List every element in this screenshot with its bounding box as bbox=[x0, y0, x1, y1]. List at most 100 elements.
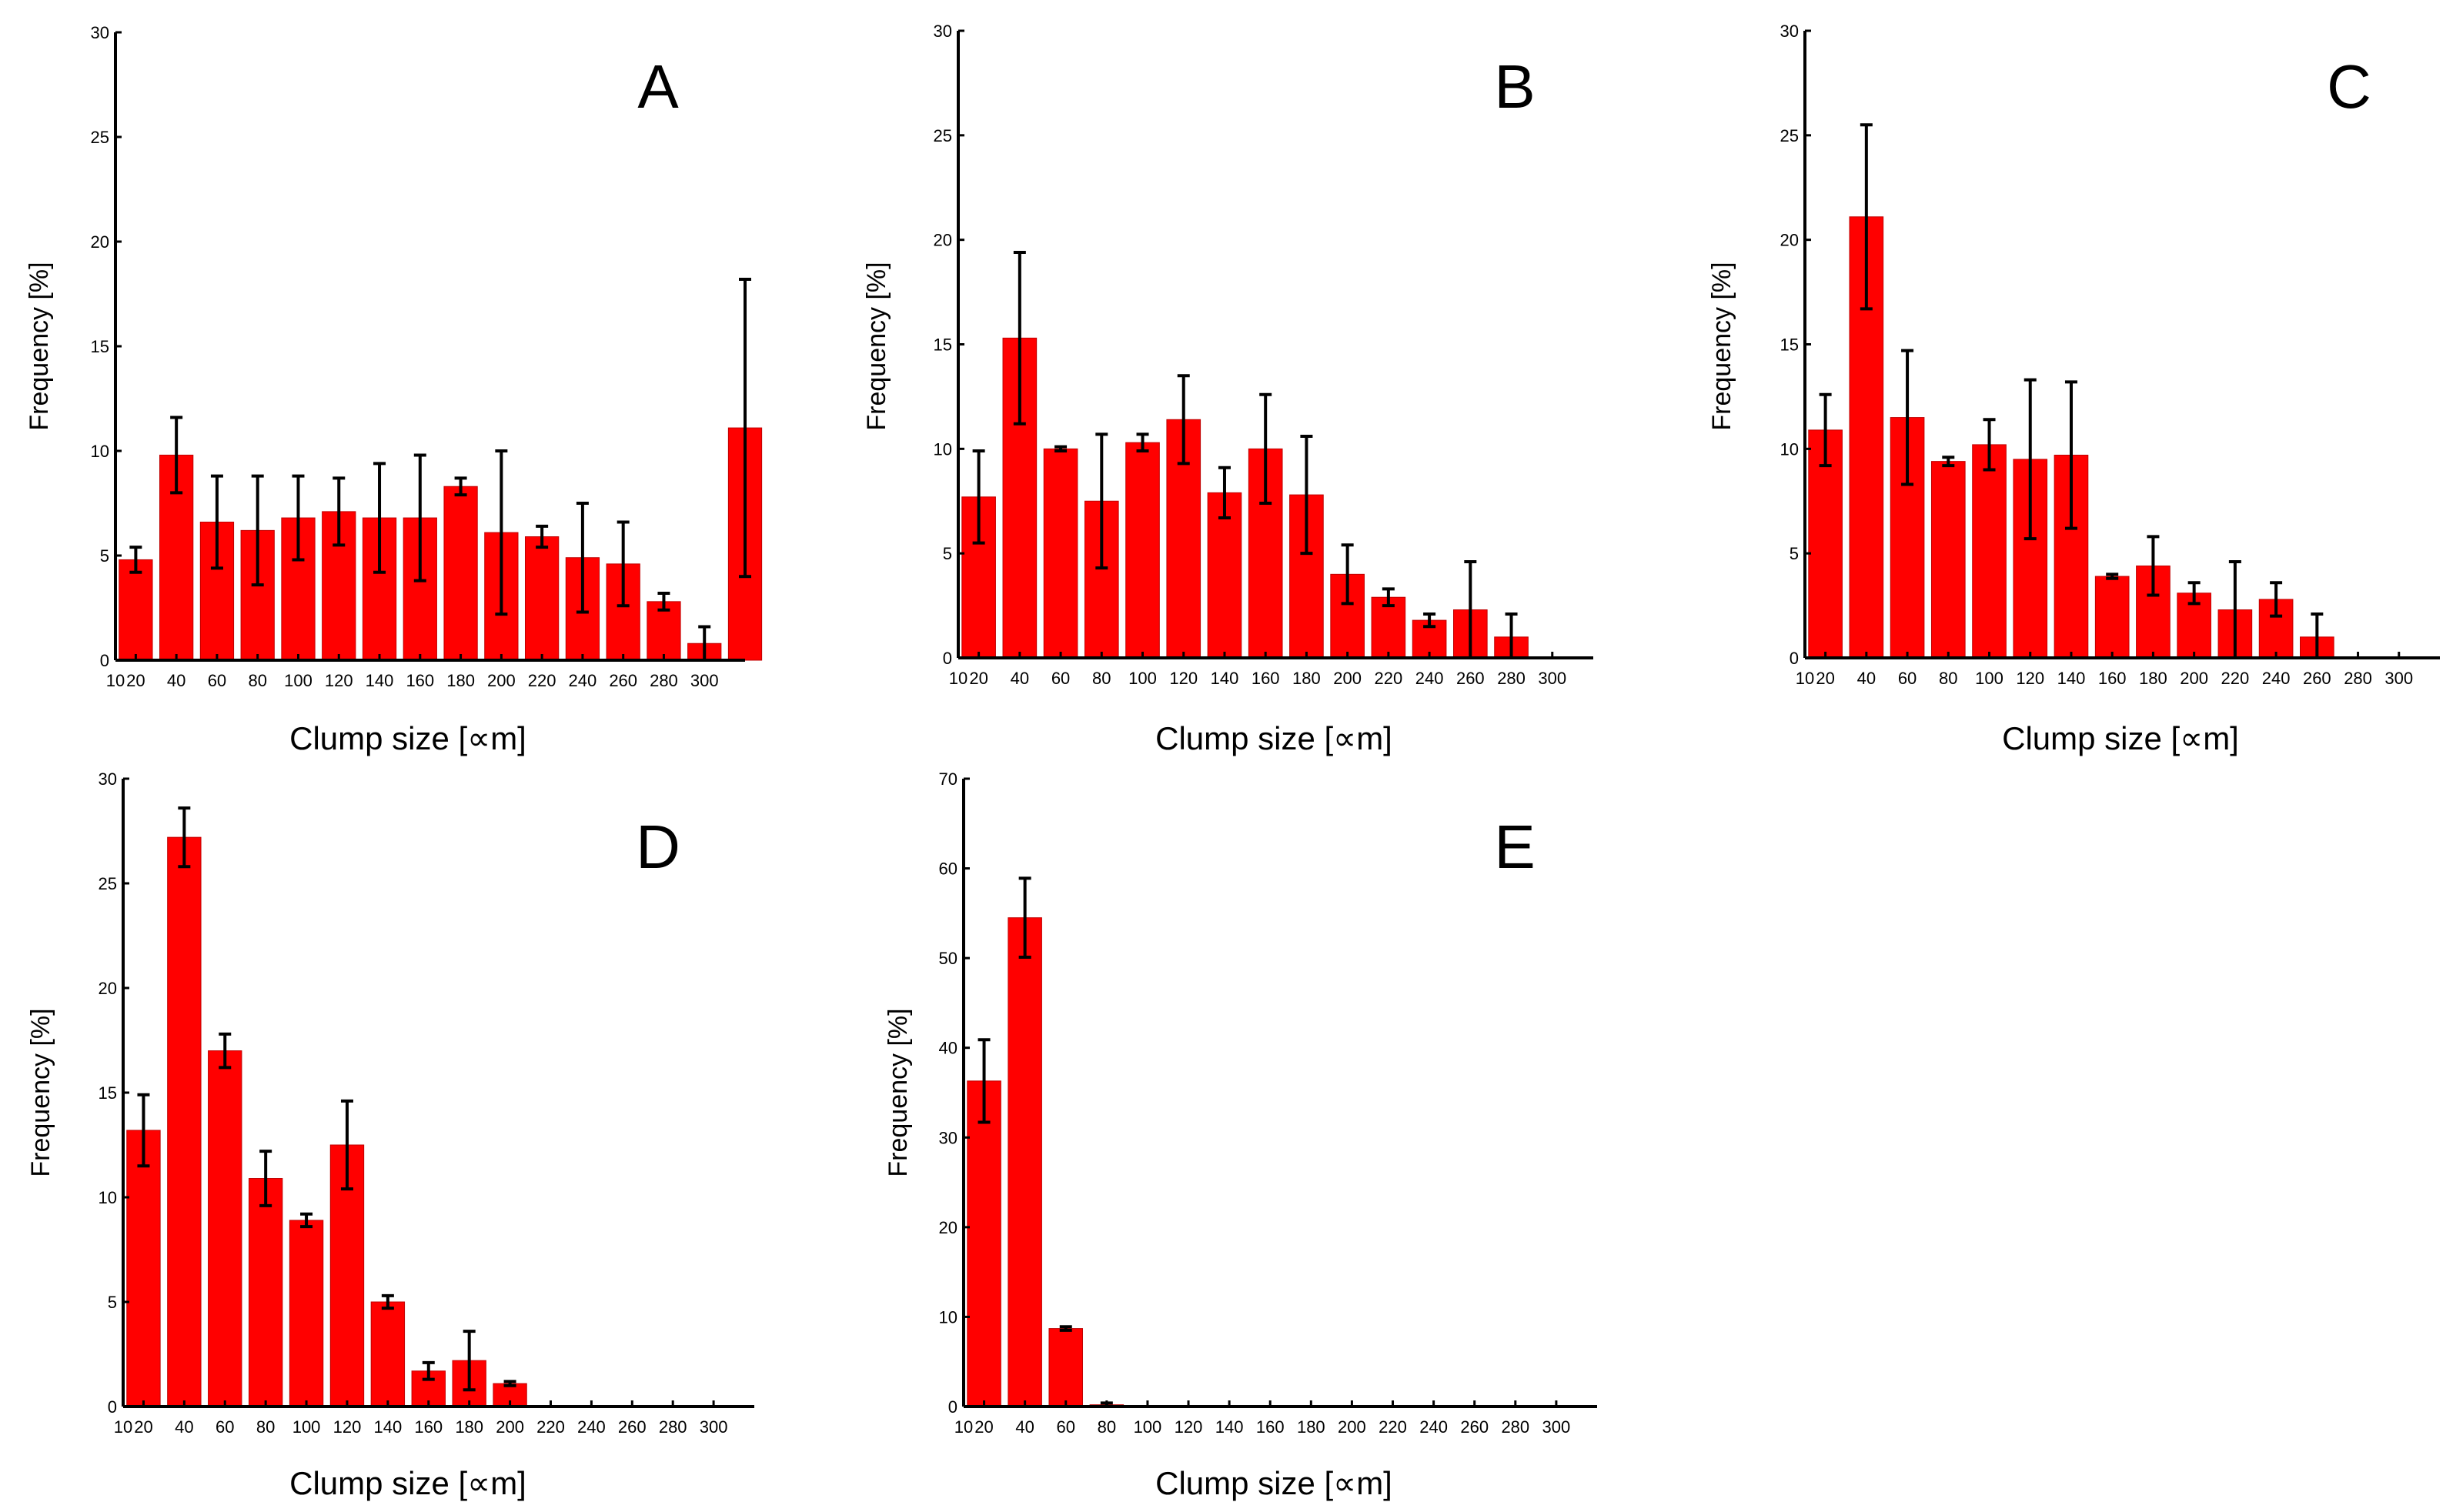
y-tick-label-a-6: 30 bbox=[91, 23, 109, 42]
x-tick-label-d-5: 100 bbox=[292, 1417, 321, 1437]
x-tick-label-d-8: 160 bbox=[414, 1417, 443, 1437]
x-tick-label-b-10: 200 bbox=[1333, 669, 1362, 688]
x-tick-label-d-15: 300 bbox=[700, 1417, 728, 1437]
x-tick-label-a-3: 60 bbox=[208, 671, 226, 690]
y-tick-label-a-0: 0 bbox=[100, 651, 109, 670]
x-tick-label-c-7: 140 bbox=[2057, 669, 2086, 688]
bar-c-3 bbox=[1930, 461, 1966, 659]
y-tick-label-e-5: 50 bbox=[939, 949, 957, 968]
x-tick-label-a-15: 300 bbox=[690, 671, 719, 690]
x-tick-label-a-14: 280 bbox=[650, 671, 678, 690]
panel-letter-a: A bbox=[637, 52, 679, 121]
x-tick-label-e-8: 160 bbox=[1256, 1417, 1285, 1437]
y-tick-label-c-1: 5 bbox=[1790, 544, 1799, 563]
bar-d-3 bbox=[248, 1178, 283, 1407]
x-tick-label-b-5: 100 bbox=[1128, 669, 1157, 688]
x-tick-label-e-13: 260 bbox=[1460, 1417, 1489, 1437]
x-tick-label-b-12: 240 bbox=[1415, 669, 1444, 688]
x-tick-label-c-1: 20 bbox=[1816, 669, 1834, 688]
bar-b-6 bbox=[1207, 492, 1242, 659]
x-tick-label-e-14: 280 bbox=[1501, 1417, 1529, 1437]
x-axis-label-c: Clump size [∝m] bbox=[2002, 720, 2239, 756]
x-tick-label-b-6: 120 bbox=[1169, 669, 1198, 688]
x-tick-label-a-5: 100 bbox=[284, 671, 312, 690]
bar-e-2 bbox=[1048, 1328, 1084, 1407]
x-tick-label-a-11: 220 bbox=[528, 671, 556, 690]
x-tick-label-d-14: 280 bbox=[659, 1417, 687, 1437]
x-tick-label-d-2: 40 bbox=[175, 1417, 193, 1437]
y-tick-label-e-2: 20 bbox=[939, 1218, 957, 1237]
x-axis-label-d: Clump size [∝m] bbox=[289, 1465, 526, 1501]
x-tick-label-d-0: 10 bbox=[114, 1417, 132, 1437]
y-tick-label-b-2: 10 bbox=[934, 439, 952, 459]
y-tick-label-e-0: 0 bbox=[948, 1397, 957, 1417]
y-tick-label-e-3: 30 bbox=[939, 1128, 957, 1147]
y-tick-label-e-6: 60 bbox=[939, 859, 957, 879]
x-tick-label-c-5: 100 bbox=[1975, 669, 2003, 688]
x-tick-label-d-1: 20 bbox=[134, 1417, 152, 1437]
y-axis-label-c: Frequency [%] bbox=[1707, 262, 1736, 430]
x-tick-label-d-12: 240 bbox=[577, 1417, 606, 1437]
x-tick-label-a-7: 140 bbox=[366, 671, 394, 690]
y-tick-label-c-4: 20 bbox=[1780, 231, 1799, 250]
x-tick-label-c-9: 180 bbox=[2139, 669, 2167, 688]
x-tick-label-e-11: 220 bbox=[1379, 1417, 1407, 1437]
x-tick-label-d-11: 220 bbox=[536, 1417, 565, 1437]
bar-a-8 bbox=[443, 486, 478, 661]
x-tick-label-c-6: 120 bbox=[2016, 669, 2044, 688]
x-tick-label-e-9: 180 bbox=[1297, 1417, 1325, 1437]
y-tick-label-c-3: 15 bbox=[1780, 335, 1799, 355]
y-tick-label-b-0: 0 bbox=[943, 649, 952, 668]
bar-a-10 bbox=[524, 536, 560, 661]
x-tick-label-b-9: 180 bbox=[1292, 669, 1321, 688]
y-tick-label-b-3: 15 bbox=[934, 335, 952, 355]
bar-a-0 bbox=[119, 559, 153, 661]
x-tick-label-a-13: 260 bbox=[609, 671, 637, 690]
x-tick-label-e-5: 100 bbox=[1134, 1417, 1162, 1437]
x-axis-label-b: Clump size [∝m] bbox=[1155, 720, 1392, 756]
y-tick-label-d-1: 5 bbox=[108, 1293, 117, 1312]
x-tick-label-b-8: 160 bbox=[1252, 669, 1280, 688]
x-tick-label-d-6: 120 bbox=[333, 1417, 362, 1437]
x-tick-label-e-12: 240 bbox=[1419, 1417, 1448, 1437]
x-tick-label-e-4: 80 bbox=[1098, 1417, 1116, 1437]
y-tick-label-c-6: 30 bbox=[1780, 22, 1799, 41]
panel-letter-d: D bbox=[636, 813, 680, 881]
x-tick-label-d-13: 260 bbox=[618, 1417, 647, 1437]
y-tick-label-c-2: 10 bbox=[1780, 439, 1799, 459]
x-tick-label-e-3: 60 bbox=[1056, 1417, 1074, 1437]
x-tick-label-c-3: 60 bbox=[1898, 669, 1917, 688]
y-tick-label-d-6: 30 bbox=[99, 769, 117, 789]
y-tick-label-e-7: 70 bbox=[939, 769, 957, 789]
y-tick-label-e-4: 40 bbox=[939, 1039, 957, 1058]
bar-d-0 bbox=[126, 1130, 161, 1407]
x-tick-label-a-12: 240 bbox=[569, 671, 597, 690]
x-tick-label-d-3: 60 bbox=[216, 1417, 234, 1437]
x-tick-label-c-10: 200 bbox=[2180, 669, 2208, 688]
x-tick-label-b-13: 260 bbox=[1456, 669, 1485, 688]
y-tick-label-b-1: 5 bbox=[943, 544, 952, 563]
x-tick-label-e-2: 40 bbox=[1015, 1417, 1034, 1437]
bar-b-2 bbox=[1043, 448, 1078, 659]
y-axis-label-d: Frequency [%] bbox=[26, 1008, 55, 1177]
y-tick-label-b-5: 25 bbox=[934, 126, 952, 145]
x-tick-label-c-0: 10 bbox=[1796, 669, 1814, 688]
x-tick-label-c-12: 240 bbox=[2262, 669, 2291, 688]
x-tick-label-d-10: 200 bbox=[496, 1417, 524, 1437]
y-tick-label-a-3: 15 bbox=[91, 337, 109, 356]
x-tick-label-d-7: 140 bbox=[374, 1417, 403, 1437]
bar-c-7 bbox=[2094, 576, 2130, 659]
bar-e-0 bbox=[967, 1080, 1001, 1407]
x-tick-label-e-0: 10 bbox=[954, 1417, 973, 1437]
bar-b-4 bbox=[1125, 442, 1160, 659]
x-tick-label-b-4: 80 bbox=[1092, 669, 1111, 688]
x-tick-label-b-15: 300 bbox=[1538, 669, 1566, 688]
x-tick-label-a-10: 200 bbox=[487, 671, 516, 690]
y-tick-label-a-2: 10 bbox=[91, 442, 109, 461]
x-tick-label-e-7: 140 bbox=[1215, 1417, 1244, 1437]
